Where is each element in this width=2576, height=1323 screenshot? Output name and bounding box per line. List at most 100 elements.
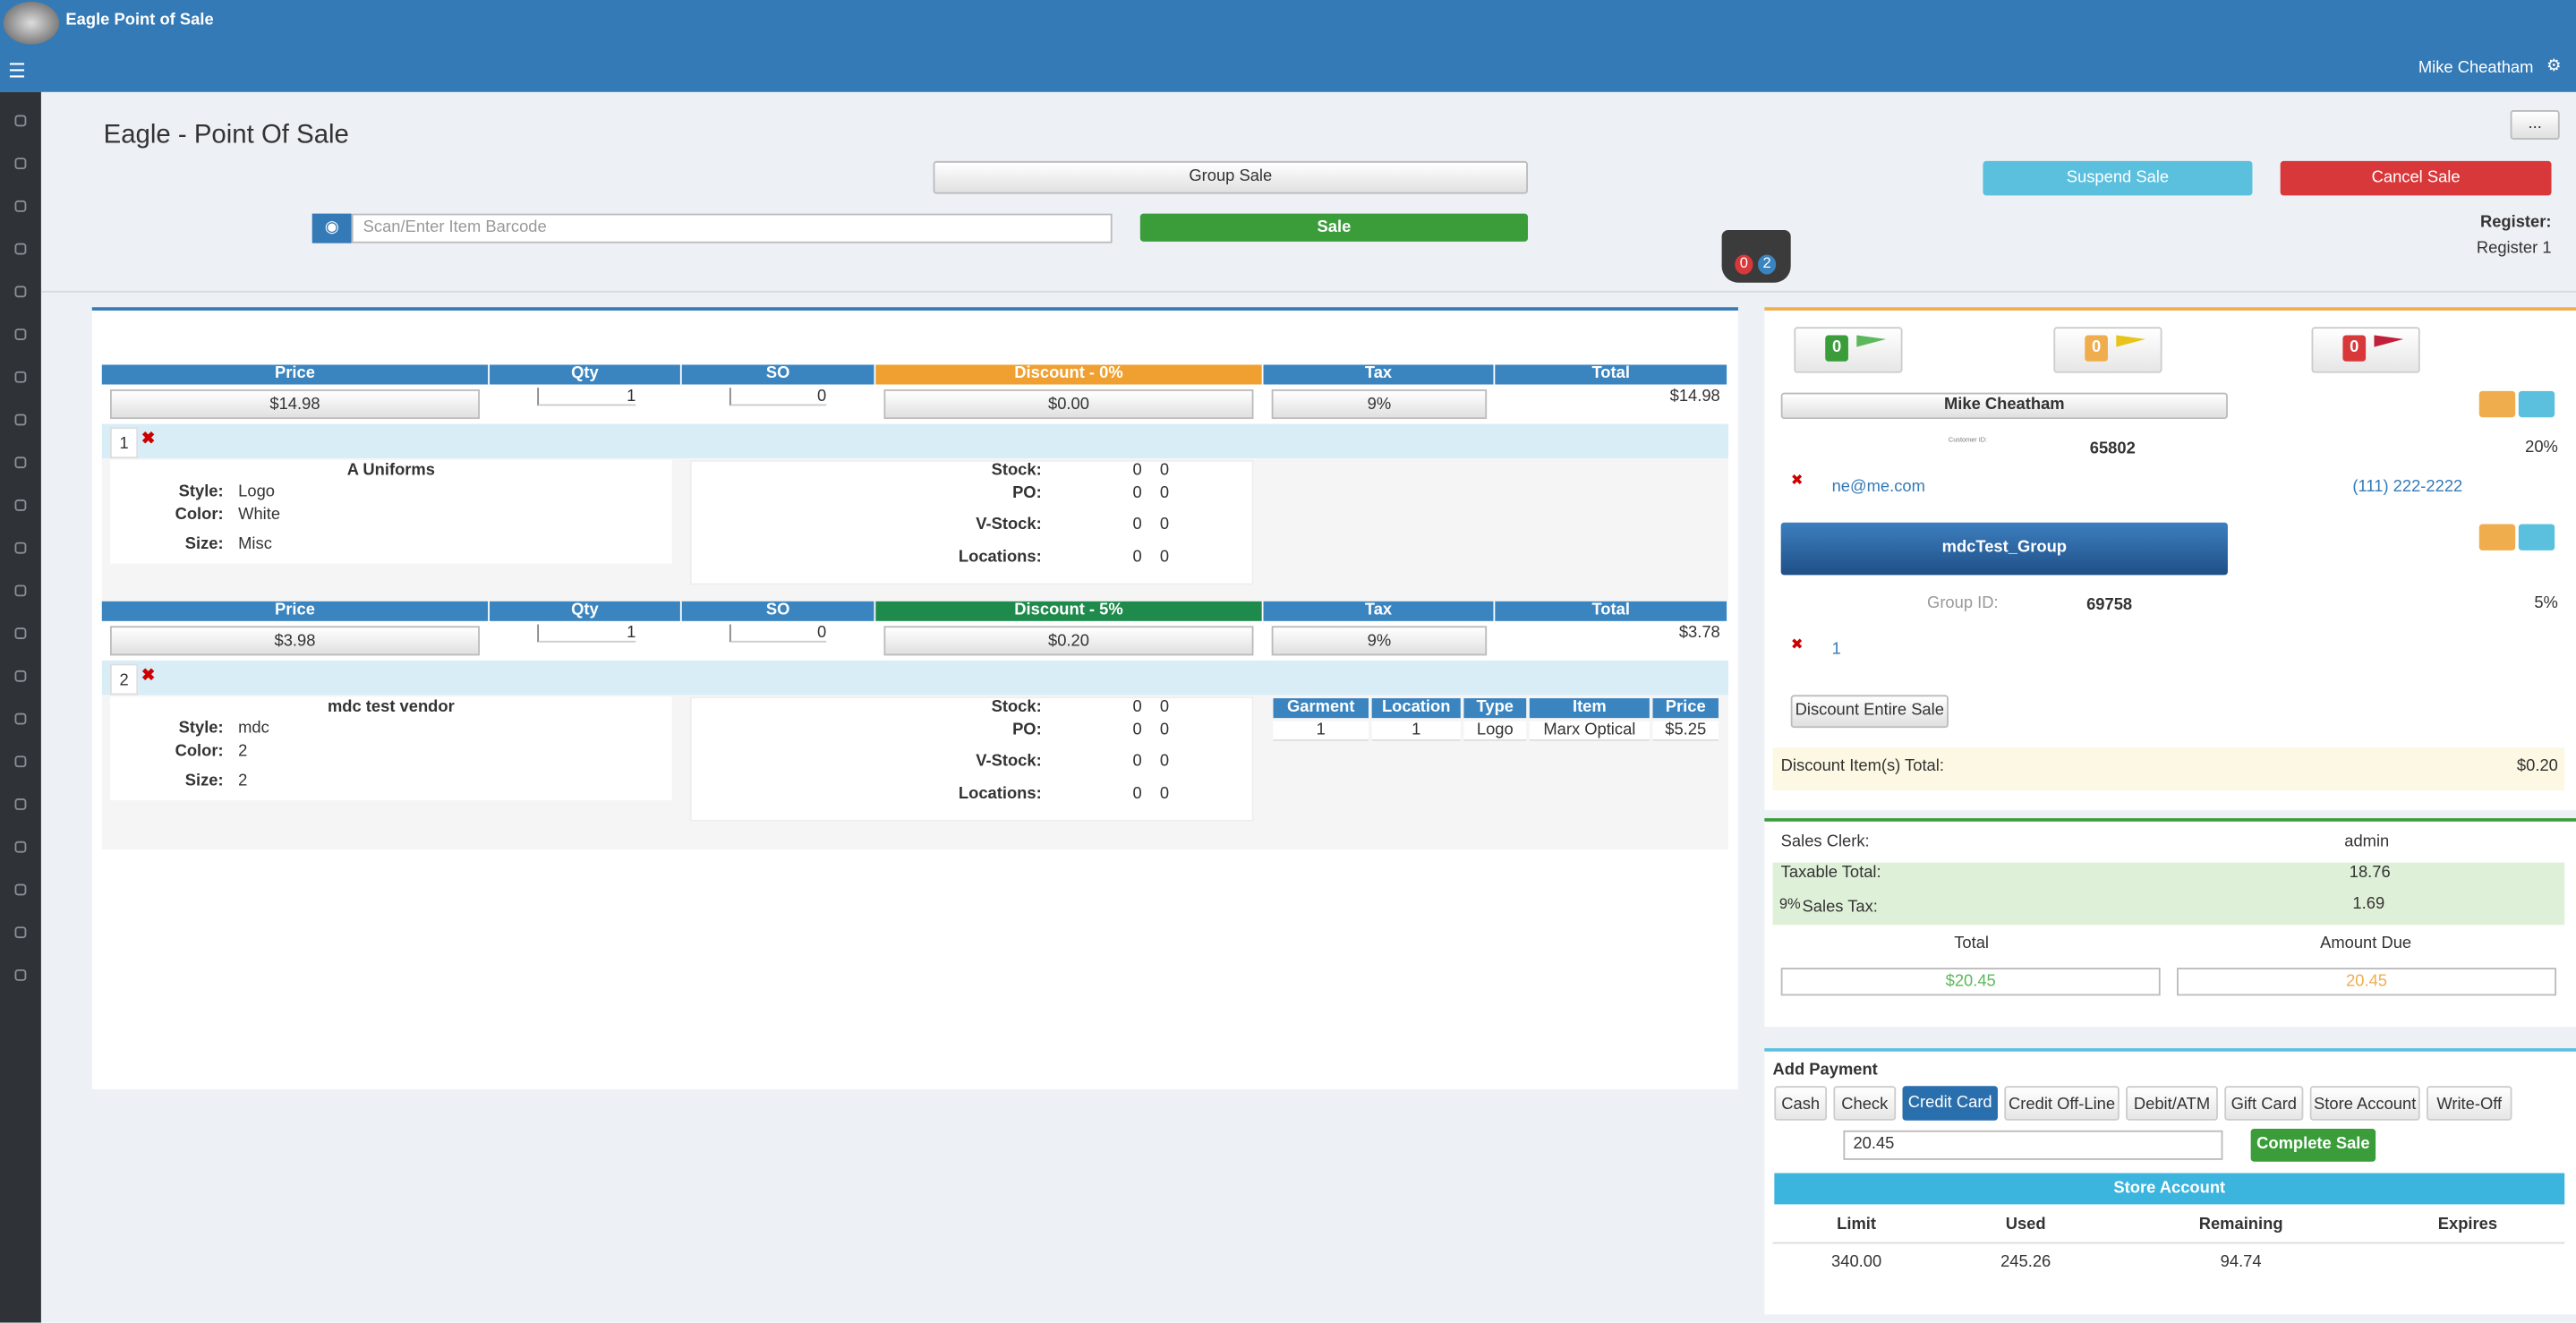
line-row	[101, 660, 1728, 696]
remove-icon[interactable]: ✖	[141, 667, 156, 686]
item-card	[109, 459, 672, 564]
remove-icon[interactable]: ✖	[1790, 636, 1804, 653]
line-row	[101, 423, 1728, 459]
basket-icon	[1721, 229, 1791, 283]
stock-value: 0	[1132, 721, 1142, 739]
menu-toggle[interactable]: ☰	[8, 59, 26, 82]
stock-value: 0	[1159, 785, 1170, 804]
suspend-button[interactable]: Suspend Sale	[1983, 160, 2253, 196]
stock-label: V-Stock:	[976, 516, 1042, 534]
item-name: A Uniforms	[346, 461, 435, 480]
stock-value: 0	[1159, 752, 1170, 771]
clerk-label: Sales Clerk:	[1780, 832, 1870, 851]
stock-label: Stock:	[991, 698, 1042, 717]
tax-button[interactable]: 9%	[1271, 389, 1488, 420]
store-account-bar: Store Account	[1774, 1173, 2565, 1205]
discount-total-label: Discount Item(s) Total:	[1780, 757, 1944, 776]
line-number: 2	[109, 663, 139, 696]
customer-phone[interactable]: (111) 222-2222	[2352, 478, 2463, 497]
flag-box[interactable]	[2053, 327, 2162, 373]
stock-value: 0	[1159, 721, 1170, 739]
stock-value: 0	[1132, 461, 1142, 480]
qty-input[interactable]: 1	[537, 388, 636, 406]
account-header: Expires	[2437, 1216, 2498, 1234]
sale-button[interactable]: Sale	[1139, 213, 1529, 242]
stock-value: 0	[1132, 549, 1142, 568]
stock-label: V-Stock:	[976, 752, 1042, 771]
payment-method[interactable]: Check	[1833, 1086, 1897, 1121]
sidebar-icon	[14, 414, 27, 426]
qty-input[interactable]: 1	[537, 624, 636, 643]
attr-label: Size:	[184, 535, 224, 554]
stock-value: 0	[1159, 461, 1170, 480]
tax-rate: 9%	[1778, 895, 1801, 912]
sidebar-icon	[14, 499, 27, 511]
more-button[interactable]: ...	[2510, 109, 2560, 141]
sidebar-icon	[14, 969, 27, 981]
column-header: Total	[1495, 364, 1727, 385]
attr-value: 2	[238, 742, 248, 761]
amount-input[interactable]: 20.45	[1843, 1130, 2223, 1160]
group-button[interactable]: mdcTest_Group	[1780, 522, 2228, 576]
complete-sale[interactable]: Complete Sale	[2250, 1128, 2376, 1162]
extra-cell: 1	[1371, 721, 1461, 741]
payment-method[interactable]: Credit Card	[1902, 1086, 1998, 1121]
column-header: Discount - 0%	[875, 364, 1262, 385]
remove-icon[interactable]: ✖	[141, 430, 156, 449]
account-header: Used	[2005, 1216, 2046, 1234]
tax-button[interactable]: 9%	[1271, 626, 1488, 656]
group-sale-button[interactable]: Group Sale	[933, 160, 1529, 194]
remove-icon[interactable]: ✖	[1790, 471, 1804, 489]
flag-box[interactable]	[1794, 327, 1903, 373]
barcode-input[interactable]: Scan/Enter Item Barcode	[351, 213, 1113, 243]
discount-total-row	[1772, 747, 2565, 790]
user-name[interactable]: Mike Cheatham	[2418, 59, 2534, 78]
edit-button[interactable]	[2478, 390, 2516, 418]
group-discount: 5%	[2534, 594, 2558, 613]
sidebar-icon	[14, 926, 27, 939]
discount-button[interactable]: $0.20	[883, 626, 1254, 656]
sidebar-icon	[14, 627, 27, 640]
customer-id: 65802	[2089, 440, 2136, 459]
sidebar-icon	[14, 158, 27, 170]
sidebar-icon	[14, 371, 27, 383]
price-button[interactable]: $14.98	[109, 389, 480, 420]
payment-title: Add Payment	[1772, 1061, 1878, 1080]
payment-method[interactable]: Write-Off	[2427, 1086, 2512, 1121]
view-button[interactable]	[2518, 524, 2555, 551]
payment-method[interactable]: Cash	[1774, 1086, 1828, 1121]
payment-method[interactable]: Debit/ATM	[2126, 1086, 2218, 1121]
discount-total: $0.20	[2516, 757, 2558, 776]
attr-value: Misc	[238, 535, 272, 554]
column-header: Discount - 5%	[875, 601, 1262, 621]
so-input[interactable]: 0	[729, 388, 827, 406]
stock-label: Locations:	[958, 549, 1042, 568]
payment-method[interactable]: Gift Card	[2224, 1086, 2304, 1121]
settings-icon[interactable]: ⚙	[2546, 57, 2562, 76]
edit-button[interactable]	[2478, 524, 2516, 551]
sidebar-icon	[14, 457, 27, 469]
payment-method[interactable]: Store Account	[2309, 1086, 2420, 1121]
attr-label: Color:	[175, 506, 224, 525]
basket-count: 0	[1735, 254, 1753, 275]
discount-entire-sale[interactable]: Discount Entire Sale	[1790, 695, 1949, 729]
stock-value: 0	[1159, 698, 1170, 717]
stock-value: 0	[1132, 698, 1142, 717]
customer-name[interactable]: Mike Cheatham	[1780, 392, 2228, 420]
sales-tax-label: Sales Tax:	[1802, 899, 1878, 918]
price-button[interactable]: $3.98	[109, 626, 480, 656]
so-input[interactable]: 0	[729, 624, 827, 643]
view-button[interactable]	[2518, 390, 2555, 418]
discount-button[interactable]: $0.00	[883, 389, 1254, 420]
sidebar	[0, 91, 41, 1323]
item-name: mdc test vendor	[327, 698, 455, 717]
payment-method[interactable]: Credit Off-Line	[2004, 1086, 2120, 1121]
column-header: Price	[101, 364, 489, 385]
flag-count: 0	[2342, 335, 2367, 362]
stock-value: 0	[1132, 484, 1142, 503]
customer-email[interactable]: ne@me.com	[1831, 478, 1925, 497]
sidebar-icon	[14, 713, 27, 725]
group-member[interactable]: 1	[1831, 640, 1841, 660]
cancel-button[interactable]: Cancel Sale	[2280, 160, 2552, 196]
